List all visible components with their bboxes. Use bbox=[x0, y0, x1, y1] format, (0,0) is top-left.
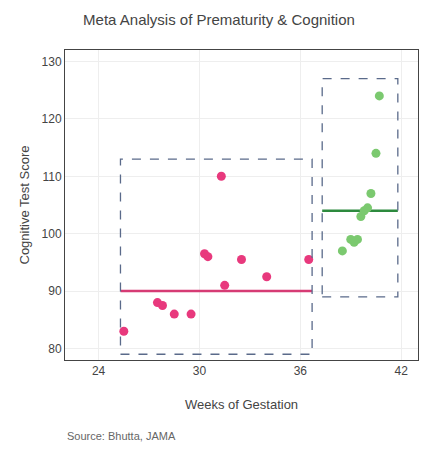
svg-text:42: 42 bbox=[395, 364, 409, 378]
svg-text:Weeks of Gestation: Weeks of Gestation bbox=[185, 397, 298, 412]
svg-text:100: 100 bbox=[42, 227, 62, 241]
svg-text:Meta Analysis of Prematurity &: Meta Analysis of Prematurity & Cognition bbox=[83, 11, 355, 28]
svg-text:130: 130 bbox=[42, 55, 62, 69]
svg-text:Cognitive Test Score: Cognitive Test Score bbox=[17, 146, 32, 265]
svg-text:36: 36 bbox=[294, 364, 308, 378]
svg-text:30: 30 bbox=[193, 364, 207, 378]
svg-text:120: 120 bbox=[42, 112, 62, 126]
svg-text:80: 80 bbox=[48, 342, 62, 356]
svg-text:110: 110 bbox=[42, 170, 61, 184]
svg-text:24: 24 bbox=[92, 364, 106, 378]
svg-text:90: 90 bbox=[48, 284, 62, 298]
svg-text:Source: Bhutta, JAMA: Source: Bhutta, JAMA bbox=[67, 430, 176, 442]
